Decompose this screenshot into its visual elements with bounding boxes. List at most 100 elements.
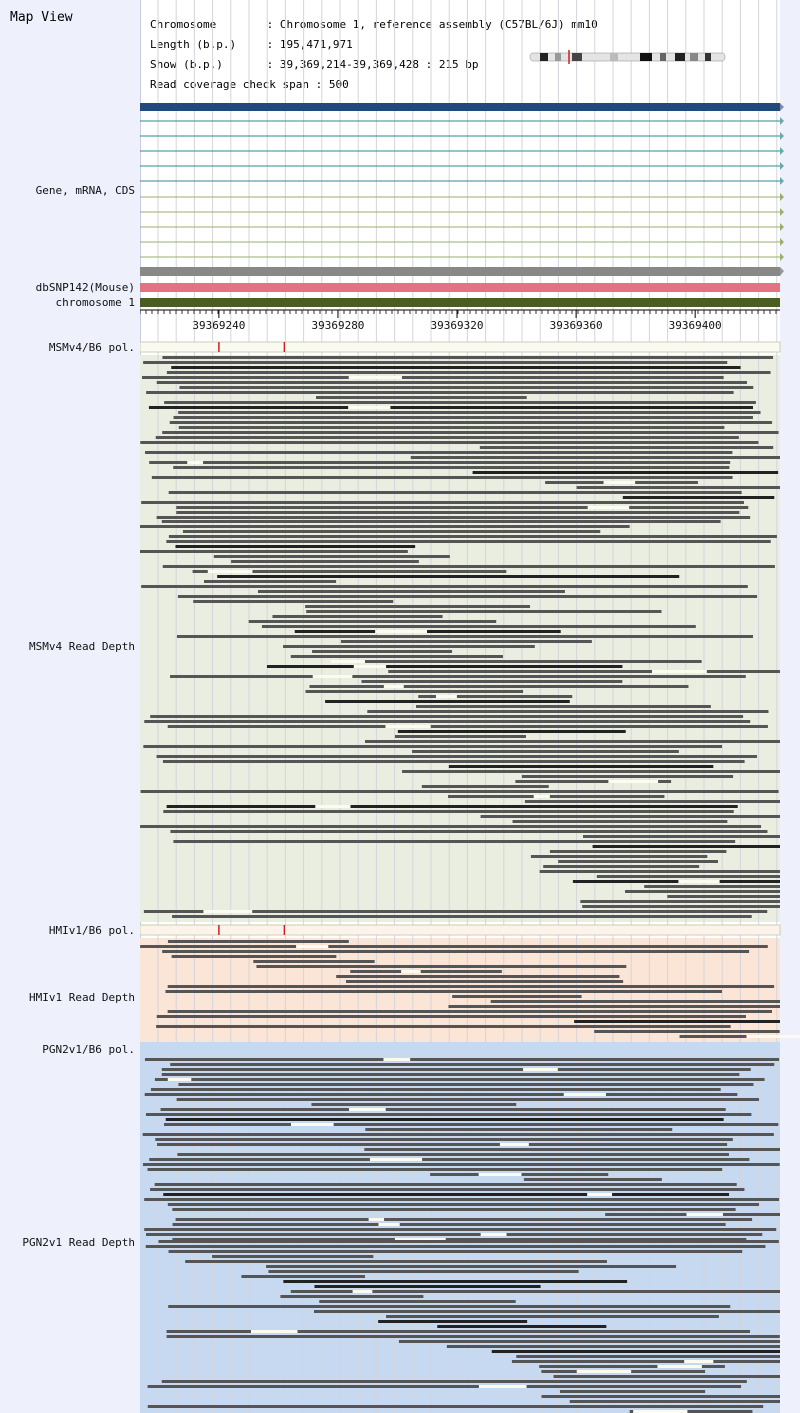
pgn-read	[523, 1178, 662, 1181]
msm-read	[266, 665, 623, 668]
pgn-read	[165, 1118, 724, 1121]
ruler-tick-label: 39369320	[431, 319, 484, 332]
msm-read-gap	[348, 376, 402, 379]
pgn-read	[158, 1240, 779, 1243]
msm-read	[156, 516, 751, 519]
length-key: Length (b.p.)	[150, 38, 237, 51]
genome-viewer[interactable]: 39369240 39369280 39369320 39369360 39369400	[140, 0, 800, 1413]
msm-read-gap	[652, 670, 707, 673]
msm-read	[365, 740, 780, 743]
pgn-read	[142, 1163, 780, 1166]
msm-read	[140, 825, 762, 828]
pgn-read-gap	[633, 1410, 688, 1413]
ruler-tick-label: 39369280	[311, 319, 364, 332]
msm-read	[166, 371, 771, 374]
msm-read	[156, 755, 757, 758]
msm-read	[151, 476, 733, 479]
msm-read	[143, 745, 723, 748]
msm-read-gap	[207, 570, 253, 573]
msm-read-gap	[678, 880, 720, 883]
gene-track-label: Gene, mRNA, CDS	[35, 184, 135, 197]
gridlines	[157, 0, 778, 1413]
pgn-read-gap	[378, 1223, 400, 1226]
hmi-read	[256, 965, 627, 968]
pgn-read-gap	[383, 1058, 411, 1061]
msm-read	[179, 386, 754, 389]
pgn-read-gap	[369, 1158, 423, 1161]
msm-read-gap	[533, 795, 550, 798]
ruler-tick-label: 39369360	[550, 319, 603, 332]
hmi-pol-label: HMIv1/B6 pol.	[48, 924, 135, 937]
msm-read	[213, 555, 450, 558]
hmi-read-gap	[296, 945, 329, 948]
msm-read-gap	[353, 665, 387, 668]
hmi-read	[167, 985, 775, 988]
pgn-read	[149, 1158, 750, 1161]
pgn-read	[539, 1365, 725, 1368]
msm-read	[143, 910, 768, 913]
hmi-read	[156, 1015, 747, 1018]
ideogram-band	[610, 53, 618, 61]
pgn-read	[629, 1410, 753, 1413]
msm-read	[625, 890, 780, 893]
pgn-read	[166, 1335, 780, 1338]
pgn-read	[398, 1340, 780, 1343]
pgn-read	[150, 1188, 745, 1191]
pgn-read-gap	[657, 1365, 702, 1368]
pgn-read	[516, 1355, 780, 1358]
msm-read	[521, 775, 734, 778]
gene-tracks[interactable]	[140, 103, 784, 307]
pgn-read	[144, 1093, 738, 1096]
msm-read	[182, 530, 601, 533]
hmi-read	[253, 960, 375, 963]
msm-read	[142, 376, 724, 379]
pgn-read-gap	[394, 1238, 446, 1241]
chromosome-value: Chromosome 1, reference assembly (C57BL/…	[279, 18, 598, 31]
chromosome-bar	[140, 298, 780, 307]
msm-read	[172, 915, 752, 918]
chromosome-ideogram[interactable]	[529, 50, 726, 64]
hmi-read	[167, 1010, 772, 1013]
msm-read	[472, 471, 779, 474]
hmi-read	[574, 1020, 780, 1023]
msm-read	[515, 780, 672, 783]
pgn-read-gap	[368, 1218, 385, 1221]
ideogram-band	[675, 53, 685, 61]
msm-read	[283, 645, 535, 648]
length-value: 195,471,971	[279, 38, 353, 51]
msm-read	[294, 630, 561, 633]
hmi-read	[171, 955, 337, 958]
ideogram-band	[640, 53, 652, 61]
msm-read	[418, 695, 573, 698]
pgn-read	[311, 1103, 517, 1106]
pgn-read	[150, 1088, 721, 1091]
mrna-arrow	[780, 162, 784, 170]
msm-read	[410, 456, 780, 459]
pgn-read	[163, 1193, 730, 1196]
msm-read-gap	[375, 630, 428, 633]
hmi-read-gap	[746, 1035, 800, 1038]
read-tracks[interactable]	[140, 356, 800, 1413]
msm-read	[543, 865, 700, 868]
msm-read	[192, 570, 507, 573]
msm-read	[144, 720, 751, 723]
pgn-read-gap	[686, 1213, 723, 1216]
hmi-read	[350, 970, 502, 973]
pgn-read	[167, 1203, 759, 1206]
pgn-read	[175, 1218, 753, 1221]
msm-read	[166, 540, 771, 543]
viewer-canvas[interactable]: 39369240 39369280 39369320 39369360 39369400	[140, 0, 800, 1413]
pgn-read	[491, 1350, 780, 1353]
msm-read	[309, 685, 689, 688]
msm-read	[572, 880, 780, 883]
pgn-read	[172, 1223, 726, 1226]
msm-read	[176, 506, 749, 509]
msm-read	[178, 426, 725, 429]
pgn-read	[145, 1113, 752, 1116]
hmi-read	[156, 1025, 731, 1028]
hmi-depth-label: HMIv1 Read Depth	[29, 991, 135, 1004]
msm-read	[448, 795, 665, 798]
polymorphism-tracks[interactable]	[140, 341, 781, 1056]
msm-depth-label: MSMv4 Read Depth	[29, 640, 135, 653]
msm-read	[667, 895, 780, 898]
